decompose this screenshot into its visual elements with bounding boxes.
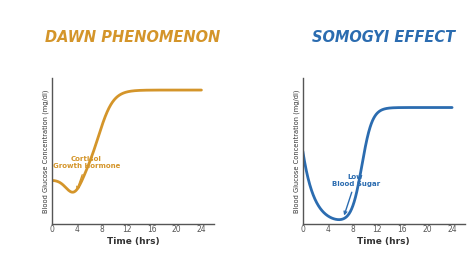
Text: DAWN PHENOMENON: DAWN PHENOMENON <box>46 30 220 45</box>
Text: SOMOGYI EFFECT: SOMOGYI EFFECT <box>312 30 455 45</box>
X-axis label: Time (hrs): Time (hrs) <box>107 237 159 246</box>
X-axis label: Time (hrs): Time (hrs) <box>357 237 410 246</box>
Y-axis label: Blood Glucose Concentration (mg/dl): Blood Glucose Concentration (mg/dl) <box>293 89 300 213</box>
Text: Cortisol
Growth Hormone: Cortisol Growth Hormone <box>53 156 120 189</box>
Text: Low
Blood Sugar: Low Blood Sugar <box>332 174 380 214</box>
Y-axis label: Blood Glucose Concentration (mg/dl): Blood Glucose Concentration (mg/dl) <box>43 89 49 213</box>
